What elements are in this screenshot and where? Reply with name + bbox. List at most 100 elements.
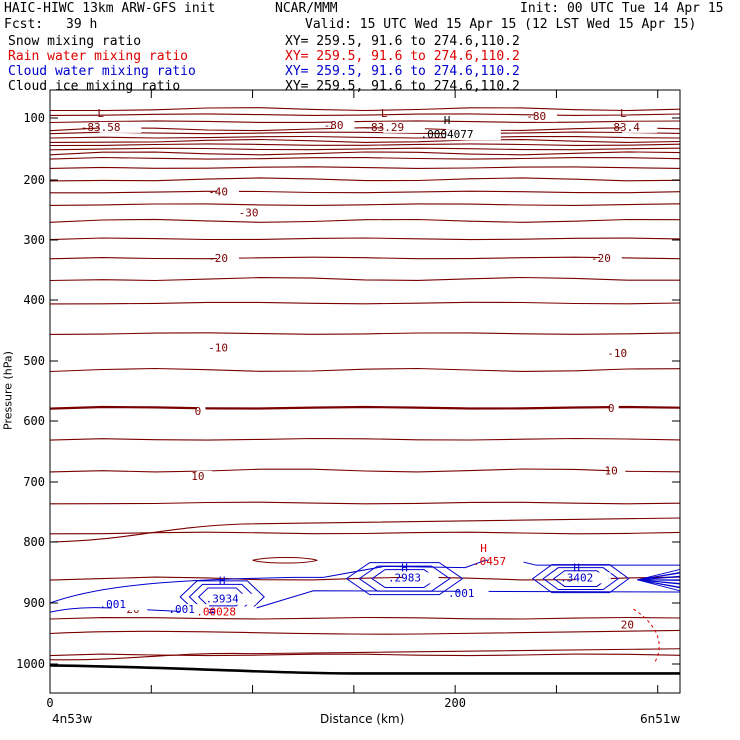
isotherm-label-bg	[247, 207, 270, 219]
cloud-water-core	[358, 565, 451, 592]
rain-water-contour	[633, 608, 660, 665]
isotherm-line	[49, 218, 681, 223]
extremum-marker: H	[219, 575, 226, 588]
y-tick-label: 1000	[16, 657, 45, 671]
y-tick-label: 400	[23, 293, 45, 307]
extremum-marker: L	[97, 107, 104, 120]
extremum-value: -83.58	[81, 121, 121, 134]
isotherm-label-bg	[616, 348, 639, 360]
legend-label-cloud-water: Cloud water mixing ratio	[8, 64, 196, 79]
isotherm-label: 0	[608, 402, 615, 415]
cloud-water-label-bg	[221, 593, 257, 605]
isotherm-line	[49, 135, 681, 139]
isotherm-label: -80	[324, 119, 344, 132]
isotherm-line	[49, 405, 681, 410]
isotherm-line	[49, 332, 681, 335]
isotherm-line	[49, 629, 681, 635]
valid-time: Valid: 15 UTC Wed 15 Apr 15 (12 LST Wed …	[305, 17, 697, 32]
forecast-hours: 39 h	[66, 17, 98, 32]
extremum-marker: L	[620, 107, 627, 120]
org-label: NCAR/MMM	[275, 1, 338, 16]
right-endpoint-label: 6n51w	[640, 712, 681, 726]
cloud-water-label: .001	[168, 603, 195, 616]
isotherm-label: -40	[208, 185, 228, 198]
isotherm-line	[49, 256, 681, 260]
isotherm-line	[49, 616, 681, 620]
isotherm-line	[50, 107, 681, 112]
isotherm-label-bg	[332, 119, 355, 131]
isotherm-label-bg	[610, 465, 626, 477]
extremum-value-bg	[622, 121, 658, 133]
isotherm-line	[49, 138, 681, 143]
isotherm-label-bg	[610, 402, 619, 414]
extremum-value: .0004077	[421, 128, 474, 141]
cloud-water-label-bg	[575, 572, 611, 584]
isotherm-label: -10	[208, 342, 228, 355]
rain-water-label: .00028	[196, 606, 236, 619]
chart-labels: -80-80-40-30-20-20-10-100010102020.001.0…	[81, 107, 658, 631]
extremum-value-bg	[383, 121, 425, 133]
extremum-value: -83.29	[364, 121, 404, 134]
y-tick-label: 500	[23, 354, 45, 368]
x-axis-label: Distance (km)	[320, 712, 405, 726]
isotherm-line	[49, 437, 681, 441]
surface-line	[49, 664, 680, 675]
contour-lines	[49, 107, 681, 675]
isotherm-label: 20	[621, 618, 634, 631]
extremum-marker: H	[401, 561, 408, 574]
isotherm-label-bg	[196, 405, 206, 417]
extremum-value: -83.4	[607, 121, 640, 134]
cloud-water-core	[345, 562, 464, 596]
isotherm-label: 0	[195, 405, 202, 418]
extremum-marker: H	[444, 114, 451, 127]
isotherm-line	[49, 276, 680, 282]
y-tick-label: 600	[23, 414, 45, 428]
cloud-water-label: .3402	[560, 571, 593, 584]
cloud-water-contour	[49, 559, 680, 604]
isotherm-line	[49, 576, 681, 581]
cloud-water-label: .3934	[206, 593, 239, 606]
cloud-water-label: .001	[448, 587, 475, 600]
y-tick-label: 900	[23, 596, 45, 610]
isotherm-label-bg	[535, 110, 557, 122]
isotherm-line	[49, 166, 681, 169]
isotherm-line	[49, 648, 681, 661]
rain-water-label: .0457	[473, 555, 506, 568]
y-tick-label: 800	[23, 535, 45, 549]
cloud-water-label-bg	[460, 588, 489, 600]
isotherm-line	[49, 127, 681, 132]
isotherm-label: -30	[239, 206, 259, 219]
init-time: Init: 00 UTC Tue 14 Apr 15	[520, 1, 724, 16]
legend-xy-snow: XY= 259.5, 91.6 to 274.6,110.2	[285, 34, 520, 49]
isotherm-label: 10	[605, 464, 618, 477]
model-title: HAIC-HIWC 13km ARW-GFS init	[4, 1, 216, 16]
y-tick-label: 100	[23, 111, 45, 125]
cloud-water-core	[531, 564, 630, 594]
isotherm-line	[49, 653, 681, 657]
cloud-water-label: .2983	[388, 571, 421, 584]
isotherm-line	[49, 203, 681, 206]
cloud-water-label-bg	[111, 599, 141, 611]
isotherm-label-bg	[599, 253, 622, 264]
x-tick-label: 200	[444, 696, 466, 710]
legend-label-rain: Rain water mixing ratio	[8, 49, 189, 64]
isotherm-line	[49, 120, 681, 124]
x-tick-label: 0	[46, 696, 53, 710]
legend-xy-cloud-water: XY= 259.5, 91.6 to 274.6,110.2	[285, 64, 520, 79]
isotherm-line	[49, 468, 681, 473]
extremum-value-bg	[99, 121, 142, 133]
rain-water-label-bg	[215, 606, 257, 618]
isotherm-line	[49, 151, 681, 156]
isotherm-label: -20	[208, 252, 228, 265]
isotherm-line	[49, 156, 681, 160]
extremum-marker: H	[573, 561, 580, 574]
extremum-value-bg	[446, 129, 501, 141]
isotherm-line	[49, 147, 681, 151]
isotherm-label-bg	[217, 186, 239, 198]
isotherm-line	[50, 190, 681, 194]
isotherm-label-bg	[626, 619, 642, 631]
isotherm-label-bg	[217, 342, 239, 354]
cloud-water-label-bg	[403, 572, 439, 584]
isotherm-label: -10	[607, 347, 627, 360]
